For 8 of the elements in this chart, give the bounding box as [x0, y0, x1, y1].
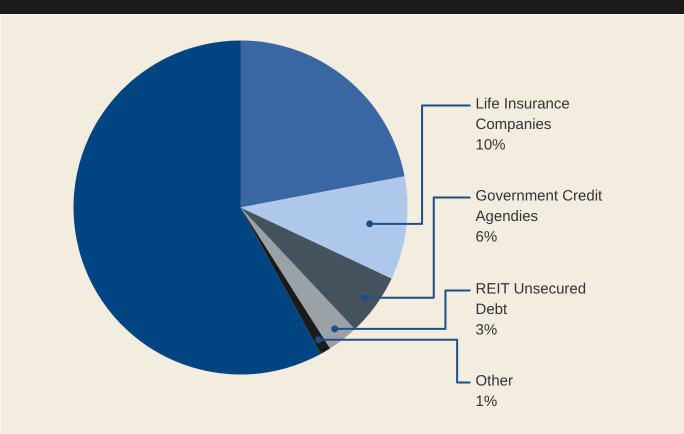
data-label: 6% [476, 228, 498, 246]
slice-label: Life Insurance Companies [476, 96, 570, 133]
data-label: 3% [476, 321, 498, 338]
slice-label: Other [476, 372, 514, 390]
data-label: 10% [476, 136, 506, 154]
data-label: 1% [476, 392, 498, 410]
slice-label: REIT Unsecured Debt [476, 280, 586, 318]
slice-label: Government Credit Agendies [476, 188, 604, 225]
